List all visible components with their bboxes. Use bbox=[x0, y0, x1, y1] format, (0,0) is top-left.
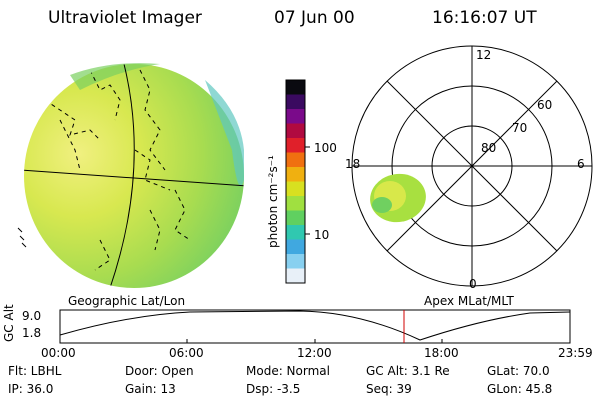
mlt-label-18: 18 bbox=[345, 157, 361, 171]
altitude-tick-high: 9.0 bbox=[22, 309, 42, 323]
date-label: 07 Jun 00 bbox=[274, 8, 355, 28]
geographic-image bbox=[17, 63, 244, 288]
instrument-title: Ultraviolet Imager bbox=[48, 8, 202, 28]
colorbar-band bbox=[286, 196, 305, 211]
colorbar-band bbox=[286, 268, 305, 284]
colorbar-band bbox=[286, 123, 305, 139]
latitude-line bbox=[24, 169, 244, 187]
gc-alt-status: GC Alt: 3.1 Re bbox=[366, 364, 450, 378]
colorbar bbox=[286, 80, 305, 284]
colorbar-band bbox=[286, 138, 305, 153]
colorbar-band bbox=[286, 254, 305, 269]
colorbar-tick-10: 10 bbox=[314, 228, 330, 242]
colorbar-band bbox=[286, 94, 305, 110]
lat-label-70: 70 bbox=[512, 121, 528, 135]
seq-status: Seq: 39 bbox=[366, 382, 412, 396]
polar-plot bbox=[351, 45, 593, 287]
glon-status: GLon: 45.8 bbox=[487, 382, 553, 396]
colorbar-band bbox=[286, 152, 305, 168]
time-tick-0600: 06:00 bbox=[169, 346, 204, 360]
filter-status: Flt: LBHL bbox=[8, 364, 62, 378]
door-status: Door: Open bbox=[125, 364, 194, 378]
lat-label-80: 80 bbox=[481, 141, 497, 155]
altitude-curve bbox=[59, 310, 571, 341]
gain-status: Gain: 13 bbox=[125, 382, 176, 396]
auroral-oval-image bbox=[370, 173, 426, 223]
coastlines bbox=[44, 69, 191, 271]
geo-panel-caption: Geographic Lat/Lon bbox=[68, 294, 186, 308]
altitude-tick-low: 1.8 bbox=[22, 326, 42, 340]
colorbar-band bbox=[286, 225, 305, 240]
time-tick-1200: 12:00 bbox=[297, 346, 332, 360]
colorbar-band bbox=[286, 210, 305, 226]
altitude-plot-frame bbox=[59, 309, 571, 344]
mlt-label-6: 6 bbox=[577, 157, 585, 171]
dsp-status: Dsp: -3.5 bbox=[246, 382, 301, 396]
time-label: 16:16:07 UT bbox=[432, 8, 537, 28]
colorbar-band bbox=[286, 167, 305, 182]
time-tick-2359: 23:59 bbox=[558, 346, 593, 360]
glat-status: GLat: 70.0 bbox=[487, 364, 550, 378]
colorbar-unit-label: photon cm⁻²s⁻¹ bbox=[266, 155, 280, 248]
ip-status: IP: 36.0 bbox=[8, 382, 54, 396]
lat-label-60: 60 bbox=[537, 98, 553, 112]
mlt-label-12: 12 bbox=[476, 48, 492, 62]
mlt-label-0: 0 bbox=[469, 277, 477, 291]
mode-status: Mode: Normal bbox=[246, 364, 330, 378]
colorbar-band bbox=[286, 181, 305, 197]
colorbar-band bbox=[286, 109, 305, 124]
colorbar-band bbox=[286, 80, 305, 95]
altitude-axis-label: GC Alt bbox=[2, 304, 16, 342]
colorbar-band bbox=[286, 239, 305, 255]
meridian-line bbox=[109, 64, 135, 288]
time-tick-1800: 18:00 bbox=[424, 346, 459, 360]
time-tick-0000: 00:00 bbox=[41, 346, 76, 360]
colorbar-frame bbox=[285, 79, 306, 284]
polar-panel-caption: Apex MLat/MLT bbox=[424, 294, 514, 308]
colorbar-tick-100: 100 bbox=[314, 141, 337, 155]
